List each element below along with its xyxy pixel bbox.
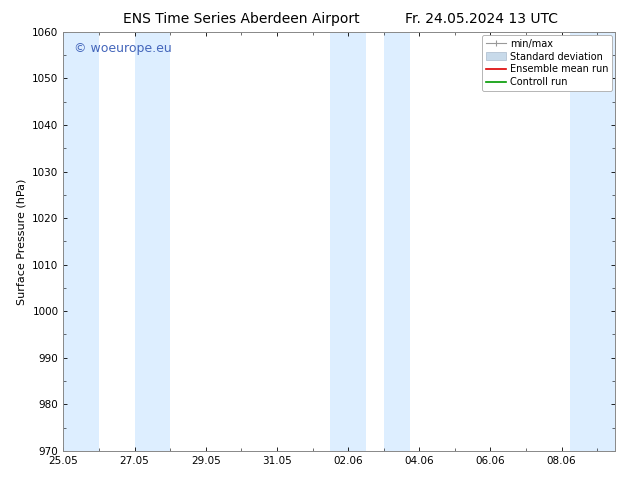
Text: © woeurope.eu: © woeurope.eu	[74, 42, 172, 55]
Bar	[134, 32, 170, 451]
Legend: min/max, Standard deviation, Ensemble mean run, Controll run: min/max, Standard deviation, Ensemble me…	[482, 35, 612, 91]
Bar	[63, 32, 99, 451]
Y-axis label: Surface Pressure (hPa): Surface Pressure (hPa)	[16, 178, 27, 304]
Text: ENS Time Series Aberdeen Airport: ENS Time Series Aberdeen Airport	[122, 12, 359, 26]
Bar	[571, 32, 615, 451]
Bar	[330, 32, 366, 451]
Text: Fr. 24.05.2024 13 UTC: Fr. 24.05.2024 13 UTC	[405, 12, 559, 26]
Bar	[384, 32, 410, 451]
